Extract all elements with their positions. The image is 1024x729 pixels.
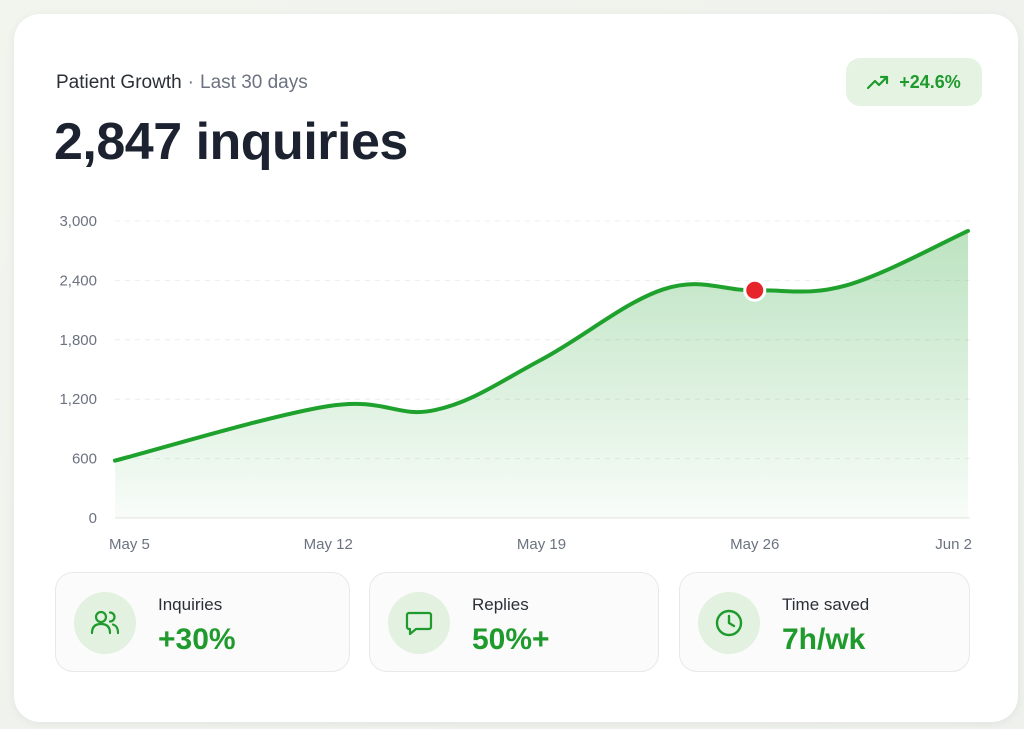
- total-inquiries: 2,847 inquiries: [54, 113, 408, 171]
- trend-badge: +24.6%: [846, 58, 982, 106]
- x-tick-label: May 19: [517, 536, 566, 553]
- stat-card-inquiries: Inquiries +30%: [55, 572, 350, 672]
- stat-value: 50%+: [472, 623, 550, 656]
- stat-card-time-saved: Time saved 7h/wk: [679, 572, 970, 672]
- card-title: Patient Growth: [56, 72, 182, 93]
- series-area: [115, 230, 968, 518]
- period-label: Last 30 days: [200, 72, 308, 93]
- x-tick-label: May 5: [109, 536, 150, 553]
- x-tick-label: May 12: [304, 536, 353, 553]
- y-tick-label: 1,800: [59, 332, 97, 349]
- y-tick-label: 2,400: [59, 272, 97, 289]
- y-tick-label: 1,200: [59, 391, 97, 408]
- title-separator: ·: [187, 72, 194, 93]
- y-tick-label: 0: [89, 510, 97, 527]
- trend-up-icon: [867, 75, 889, 90]
- clock-icon: [698, 592, 760, 654]
- stat-label: Inquiries: [158, 595, 223, 614]
- y-tick-label: 3,000: [59, 213, 97, 230]
- series-line: [113, 228, 970, 463]
- message-icon: [388, 592, 450, 654]
- stat-card-replies: Replies 50%+: [369, 572, 659, 672]
- stat-value: 7h/wk: [782, 623, 866, 656]
- stat-label: Time saved: [782, 595, 870, 614]
- stat-value: +30%: [158, 623, 236, 656]
- x-tick-label: May 26: [730, 536, 779, 553]
- y-tick-label: 600: [72, 451, 97, 468]
- users-icon: [74, 592, 136, 654]
- card-header: Patient Growth · Last 30 days: [56, 72, 308, 94]
- stat-label: Replies: [472, 595, 529, 614]
- x-tick-label: Jun 2: [935, 536, 972, 553]
- trend-value: +24.6%: [899, 71, 961, 92]
- highlight-point[interactable]: [743, 278, 767, 302]
